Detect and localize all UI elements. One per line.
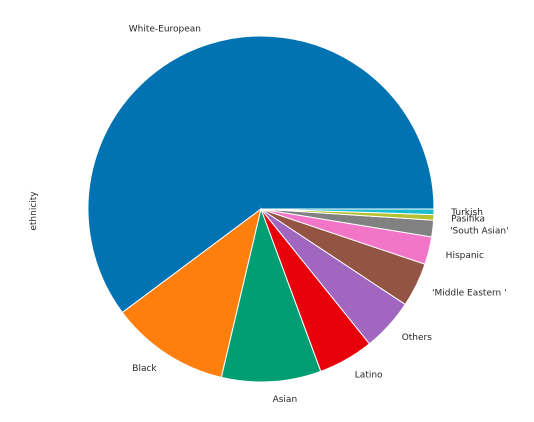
pie-label-7: 'South Asian' (450, 227, 509, 237)
pie-label-6: Hispanic (446, 251, 484, 261)
pie-label-0: White-European (129, 24, 201, 34)
pie-slices (87, 35, 435, 383)
pie-slice-2 (220, 207, 322, 383)
pie-label-8: Pasifika (451, 214, 485, 224)
pie-slice-0 (87, 35, 435, 314)
pie-label-3: Latino (355, 371, 383, 381)
y-axis-label: ethnicity (29, 191, 39, 231)
pie-label-9: Turkish (450, 208, 483, 218)
pie-labels: White-European Black Asian Latino Others 'Mid… (129, 24, 509, 405)
pie-label-2: Asian (273, 395, 298, 405)
pie-slice-9 (260, 208, 435, 216)
pie-label-1: Black (132, 364, 157, 374)
pie-label-4: Others (402, 333, 433, 343)
pie-slice-1 (121, 207, 262, 378)
pie-label-5: 'Middle Eastern ' (432, 289, 507, 299)
